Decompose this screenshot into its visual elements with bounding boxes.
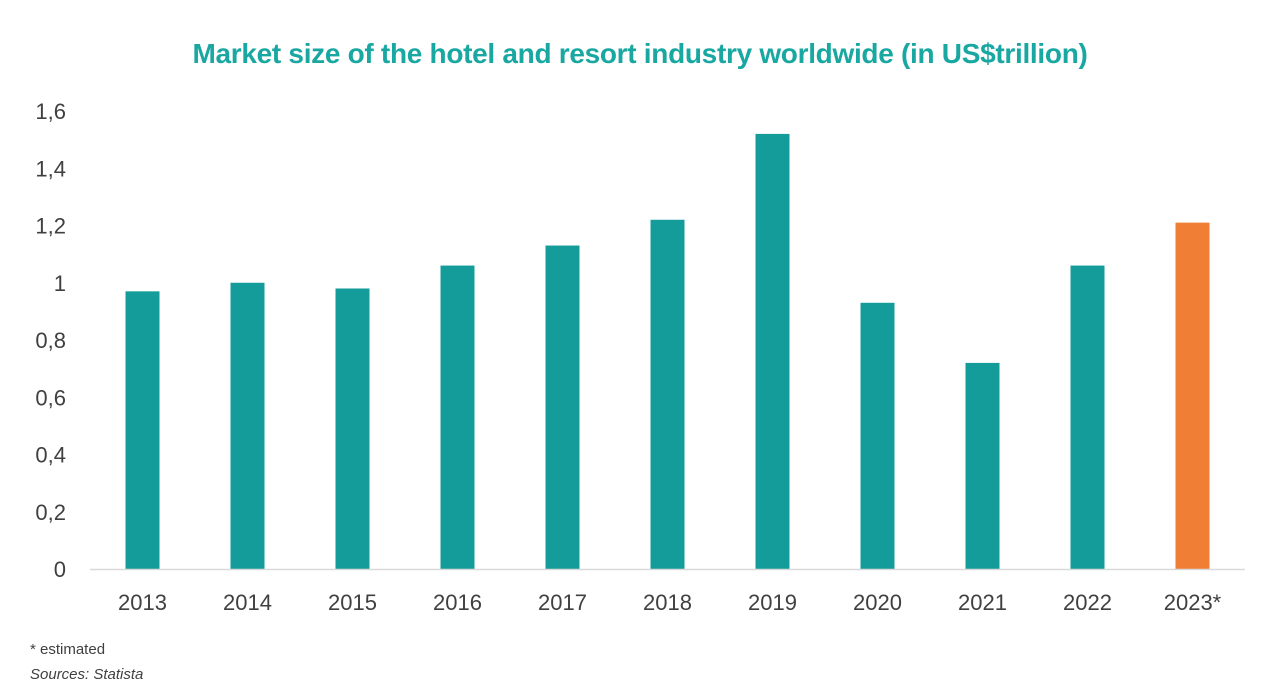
x-tick-label: 2019: [748, 590, 797, 615]
x-tick-label: 2014: [223, 590, 272, 615]
x-tick-label: 2023*: [1164, 590, 1222, 615]
y-tick-label: 1,4: [35, 156, 66, 181]
x-axis-ticks: 2013 2014 2015 2016 2017 2018 2019 2020 2021 2022…: [118, 590, 1222, 615]
bar-2015: [335, 288, 370, 569]
y-tick-label: 0: [54, 557, 66, 582]
y-tick-label: 1: [54, 271, 66, 296]
source-note: Sources: Statista: [30, 666, 144, 683]
bar-2017: [545, 245, 580, 569]
y-tick-label: 0,2: [35, 500, 66, 525]
x-tick-label: 2015: [328, 590, 377, 615]
x-tick-label: 2016: [433, 590, 482, 615]
bar-2013: [125, 291, 160, 569]
bar-chart: 0 0,2 0,4 0,6 0,8 1 1,2 1,4 1,6 2013 2014 2015 2016…: [35, 99, 1245, 615]
y-axis-ticks: 0 0,2 0,4 0,6 0,8 1 1,2 1,4 1,6: [35, 99, 66, 582]
bar-2023: [1175, 222, 1210, 569]
x-tick-label: 2017: [538, 590, 587, 615]
bar-2019: [755, 133, 790, 569]
bar-2014: [230, 282, 265, 569]
x-tick-label: 2018: [643, 590, 692, 615]
bar-2022: [1070, 265, 1105, 569]
bar-2016: [440, 265, 475, 569]
x-tick-label: 2013: [118, 590, 167, 615]
y-tick-label: 1,2: [35, 214, 66, 239]
y-tick-label: 0,8: [35, 328, 66, 353]
x-tick-label: 2021: [958, 590, 1007, 615]
bar-2021: [965, 362, 1000, 569]
x-tick-label: 2020: [853, 590, 902, 615]
chart-title: Market size of the hotel and resort indu…: [192, 38, 1088, 69]
y-tick-label: 1,6: [35, 99, 66, 124]
bar-2018: [650, 219, 685, 569]
bar-2020: [860, 302, 895, 569]
y-tick-label: 0,6: [35, 385, 66, 410]
footnote: * estimated: [30, 641, 106, 658]
x-tick-label: 2022: [1063, 590, 1112, 615]
y-tick-label: 0,4: [35, 443, 66, 468]
bars: [125, 133, 1210, 569]
